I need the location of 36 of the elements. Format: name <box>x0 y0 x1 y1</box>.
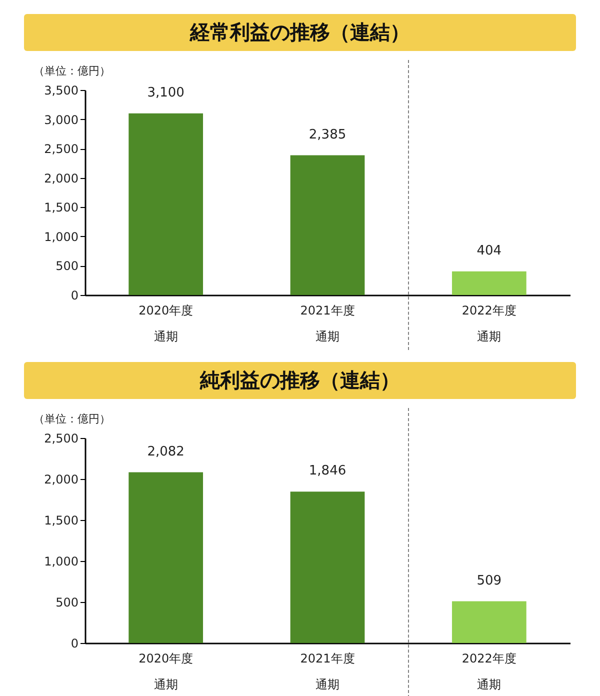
y-tick-label: 1,500 <box>44 514 78 528</box>
x-tick-label: 2020年度通期 <box>138 652 194 692</box>
data-label: 2,082 <box>147 444 184 460</box>
data-label: 404 <box>476 243 502 258</box>
x-tick-label: 2021年度通期 <box>300 652 355 692</box>
bar <box>452 271 526 295</box>
bar <box>290 155 365 295</box>
y-tick-label: 2,000 <box>44 472 78 486</box>
bar <box>290 492 365 643</box>
bar <box>128 113 204 295</box>
y-tick-label: 1,500 <box>44 200 78 215</box>
y-tick-label: 3,000 <box>44 112 78 127</box>
bar <box>452 601 526 643</box>
y-tick-label: 0 <box>70 288 78 302</box>
y-tick-label: 2,500 <box>44 432 78 446</box>
y-axis-title: （単位：億円） <box>34 64 110 78</box>
bar <box>128 472 204 643</box>
y-axis-title: （単位：億円） <box>34 412 110 426</box>
y-tick-label: 2,500 <box>44 142 78 156</box>
x-tick-label: 2022年度通期 <box>462 652 516 692</box>
chart-title: 経常利益の推移（連結） <box>24 14 576 51</box>
y-tick-label: 2,000 <box>44 171 78 186</box>
data-label: 509 <box>476 573 502 588</box>
data-label: 2,385 <box>308 127 346 142</box>
y-tick-label: 1,000 <box>44 554 78 568</box>
x-tick-label: 2021年度通期 <box>300 304 355 344</box>
y-tick-label: 1,000 <box>44 230 78 244</box>
y-tick-label: 0 <box>70 636 78 650</box>
data-label: 3,100 <box>147 85 184 100</box>
y-tick-label: 500 <box>56 596 78 610</box>
x-tick-label: 2020年度通期 <box>138 304 194 344</box>
chart-title: 純利益の推移（連結） <box>24 362 576 399</box>
y-tick-label: 3,500 <box>44 84 78 98</box>
data-label: 1,846 <box>308 464 346 479</box>
y-tick-label: 500 <box>56 259 78 274</box>
x-tick-label: 2022年度通期 <box>462 304 516 344</box>
